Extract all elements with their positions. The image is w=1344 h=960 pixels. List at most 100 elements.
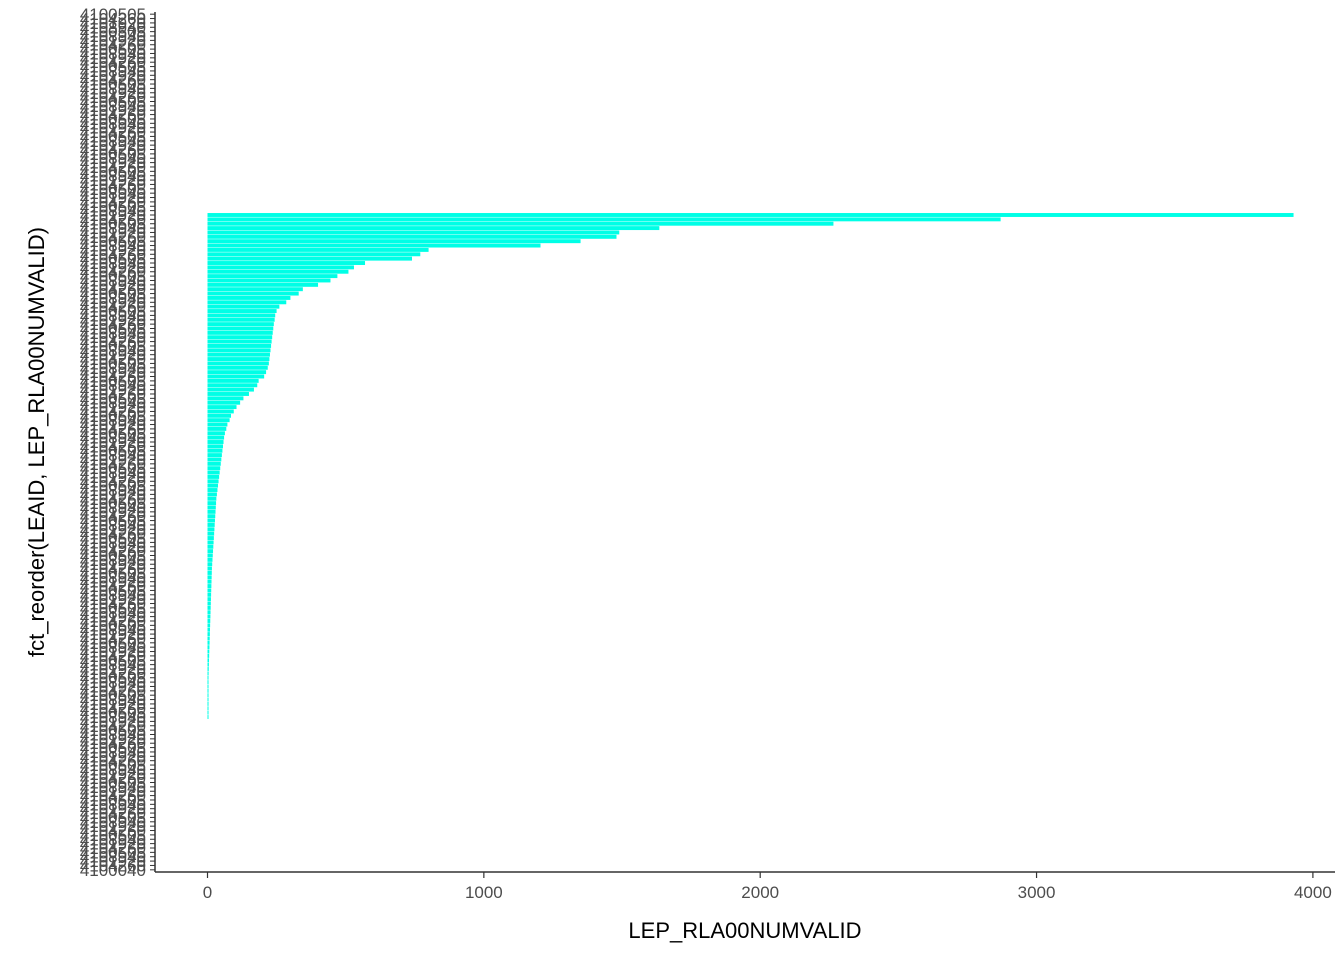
y-tick-label: 4100505 [80,494,146,513]
bar [207,557,213,562]
y-tick-label: 4104260 [80,629,146,648]
bar [207,457,222,462]
y-tick-label: 4100505 [80,564,146,583]
bar [207,269,349,274]
bar [207,396,244,401]
y-tick-label: 4104260 [80,280,146,299]
y-tick-label: 4100505 [80,23,146,42]
y-tick-label: 4108940 [80,394,146,413]
y-tick-label: 4100505 [80,669,146,688]
y-tick-label: 4101920 [80,573,146,592]
bar [207,597,211,602]
bar [207,330,273,335]
bar [207,387,254,392]
y-tick-label: 4101920 [80,241,146,260]
y-tick-label: 4104260 [80,490,146,509]
bar [207,300,287,305]
y-tick-label: 4100505 [80,477,146,496]
y-tick-label: 4104260 [80,333,146,352]
y-tick-label: 4101920 [80,433,146,452]
y-tick-label: 4108940 [80,725,146,744]
y-tick-label: 4104260 [80,577,146,596]
bar [207,536,214,541]
bar [207,688,209,693]
y-tick-label: 4100505 [80,372,146,391]
y-tick-label: 4100505 [80,808,146,827]
y-tick-label: 4101920 [80,800,146,819]
bar [207,461,221,466]
y-tick-label: 4108940 [80,79,146,98]
y-tick-label: 4100505 [80,58,146,77]
y-tick-label: 4101920 [80,293,146,312]
bar [207,488,218,492]
bar [207,492,217,497]
y-tick-label: 4108940 [80,848,146,867]
bar [207,544,214,549]
y-tick-label: 4108940 [80,708,146,727]
y-tick-label: 4108940 [80,813,146,832]
y-tick-label: 4100505 [80,407,146,426]
y-tick-label: 4108940 [80,498,146,517]
y-tick-label: 4104260 [80,856,146,875]
y-tick-label: 4104260 [80,141,146,160]
y-tick-label: 4108940 [80,464,146,483]
y-tick-label: 4108940 [80,656,146,675]
y-tick-label: 4100505 [80,739,146,758]
bar [207,431,225,436]
y-tick-label: 4101920 [80,485,146,504]
y-tick-label: 4104260 [80,402,146,421]
bar [207,658,210,663]
bar [207,243,541,248]
y-tick-label: 4101920 [80,590,146,609]
y-tick-label: 4104260 [80,420,146,439]
y-tick-label: 4108940 [80,132,146,151]
bar [207,230,620,235]
y-tick-label: 4104260 [80,158,146,177]
bar [207,213,1294,217]
y-tick-label: 4100505 [80,826,146,845]
y-tick-label: 4108940 [80,638,146,657]
y-tick-label: 4108940 [80,254,146,273]
y-tick-label: 4101920 [80,747,146,766]
y-tick-label: 4101920 [80,503,146,522]
bar [207,295,291,300]
y-tick-label: 4108940 [80,691,146,710]
bar [207,422,228,427]
y-tick-label: 4101920 [80,712,146,731]
y-tick-label: 4101920 [80,852,146,871]
y-tick-label: 4104260 [80,193,146,212]
y-tick-label: 4100040 [80,861,146,880]
y-tick-label: 4108940 [80,97,146,116]
bar [207,265,354,270]
y-tick-label: 4104260 [80,699,146,718]
y-tick-label: 4108940 [80,830,146,849]
y-tick-label: 4100505 [80,127,146,146]
bar [207,531,215,536]
y-tick-label: 4100505 [80,774,146,793]
bar [207,374,265,379]
bar [207,640,210,645]
bar [207,601,211,606]
bar [207,418,230,423]
y-tick-label: 4100505 [80,581,146,600]
y-tick-label: 4104260 [80,769,146,788]
y-tick-label: 4104260 [80,455,146,474]
bar [207,247,429,252]
bar [207,680,209,685]
x-tick-label: 3000 [1018,883,1056,902]
bar [207,252,421,257]
bar [207,610,211,615]
y-tick-label: 4108940 [80,18,146,37]
y-tick-label: 4100505 [80,529,146,548]
y-tick-label: 4100505 [80,162,146,181]
bar [207,540,214,545]
y-tick-label: 4100505 [80,843,146,862]
y-tick-label: 4104260 [80,298,146,317]
bar [207,291,299,296]
y-tick-label: 4104260 [80,123,146,142]
bar [207,217,1001,222]
bar [207,579,212,584]
bar [207,309,277,313]
y-tick-label: 4101920 [80,276,146,295]
